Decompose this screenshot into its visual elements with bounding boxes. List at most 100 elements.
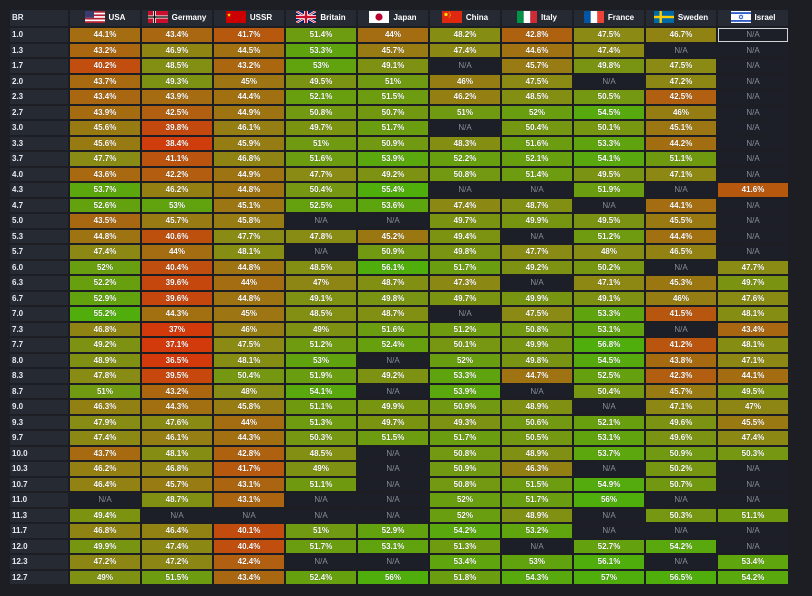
win-rate-cell-italy: N/A (502, 539, 572, 554)
win-rate-cell-china: N/A (430, 183, 500, 197)
br-cell: 4.7 (10, 198, 68, 213)
win-rate-cell-usa: 49% (70, 570, 140, 585)
win-rate-cell-usa: 45.6% (70, 136, 140, 151)
table-row: 12.0 49.9% 47.4% 40.4% 51.7% 53.1% 51.3% N/A 52.… (10, 539, 788, 554)
table-row: 1.0 44.1% 43.4% 41.7% 51.4% 44% 48.2% 42.8% 47.5… (10, 28, 788, 42)
win-rate-cell-france: 51.2% (574, 229, 644, 244)
win-rate-cell-china: 52% (430, 493, 500, 507)
nation-header-usa[interactable]: USA (70, 10, 140, 27)
win-rate-cell-japan: 52.4% (358, 338, 428, 352)
win-rate-cell-israel: 44.1% (718, 369, 788, 383)
win-rate-cell-france: 53.3% (574, 307, 644, 321)
win-rate-cell-israel: N/A (718, 43, 788, 58)
win-rate-cell-israel: 41.6% (718, 183, 788, 197)
win-rate-cell-china: 47.4% (430, 198, 500, 213)
win-rate-cell-germany: 37.1% (142, 338, 212, 352)
win-rate-cell-israel: N/A (718, 198, 788, 213)
japan-flag-icon (369, 11, 390, 23)
win-rate-cell-china: 49.4% (430, 229, 500, 244)
win-rate-cell-britain: 49% (286, 462, 356, 476)
nation-header-japan[interactable]: Japan (358, 10, 428, 27)
win-rate-cell-britain: 51.7% (286, 539, 356, 554)
win-rate-cell-israel: 47.4% (718, 431, 788, 445)
br-cell: 12.7 (10, 570, 68, 585)
nation-header-ussr[interactable]: USSR (214, 10, 284, 27)
win-rate-cell-china: 53.9% (430, 384, 500, 399)
nation-header-italy[interactable]: Italy (502, 10, 572, 27)
win-rate-cell-china: 50.8% (430, 167, 500, 182)
br-cell: 7.3 (10, 322, 68, 337)
win-rate-cell-sweden: 50.2% (646, 462, 716, 476)
win-rate-cell-britain: 51.1% (286, 477, 356, 492)
win-rate-cell-sweden: 46.7% (646, 28, 716, 42)
table-row: 4.7 52.6% 53% 45.1% 52.5% 53.6% 47.4% 48.7% N/A 4… (10, 198, 788, 213)
win-rate-cell-japan: 53.1% (358, 539, 428, 554)
win-rate-cell-israel: 43.4% (718, 322, 788, 337)
win-rate-cell-japan: 50.9% (358, 136, 428, 151)
table-row: 2.3 43.4% 43.9% 44.4% 52.1% 51.5% 46.2% 48.5% 50… (10, 90, 788, 104)
win-rate-cell-usa: 47.7% (70, 152, 140, 166)
win-rate-cell-china: 50.1% (430, 338, 500, 352)
win-rate-cell-japan: 49.2% (358, 167, 428, 182)
win-rate-cell-britain: 47.7% (286, 167, 356, 182)
nation-header-germany[interactable]: Germany (142, 10, 212, 27)
win-rate-cell-ussr: 45.1% (214, 198, 284, 213)
win-rate-cell-sweden: 43.8% (646, 353, 716, 368)
win-rate-cell-china: 47.3% (430, 276, 500, 290)
win-rate-cell-germany: 46.1% (142, 431, 212, 445)
win-rate-cell-britain: 50.4% (286, 183, 356, 197)
win-rate-cell-france: 56.1% (574, 555, 644, 569)
win-rate-cell-britain: 47% (286, 276, 356, 290)
win-rate-cell-japan: 48.7% (358, 276, 428, 290)
win-rate-cell-italy: 49.9% (502, 214, 572, 228)
win-rate-cell-italy: 48.9% (502, 446, 572, 461)
win-rate-cell-ussr: 44.9% (214, 167, 284, 182)
win-rate-cell-ussr: 46% (214, 322, 284, 337)
usa-flag-icon (84, 11, 105, 23)
win-rate-cell-israel: 53.4% (718, 555, 788, 569)
win-rate-cell-japan: N/A (358, 555, 428, 569)
win-rate-cell-usa: 43.4% (70, 90, 140, 104)
win-rate-cell-israel: N/A (718, 229, 788, 244)
win-rate-cell-britain: 49.1% (286, 291, 356, 306)
win-rate-cell-japan: 51% (358, 74, 428, 89)
br-cell: 4.0 (10, 167, 68, 182)
win-rate-cell-germany: 44.3% (142, 307, 212, 321)
win-rate-cell-germany: 36.5% (142, 353, 212, 368)
win-rate-cell-usa: 46.8% (70, 322, 140, 337)
win-rate-cell-sweden: N/A (646, 322, 716, 337)
table-row: 11.7 46.8% 46.4% 40.1% 51% 52.9% 54.2% 53.2% N/A… (10, 524, 788, 538)
win-rate-cell-sweden: N/A (646, 493, 716, 507)
win-rate-cell-usa: 52% (70, 260, 140, 275)
nation-header-france[interactable]: France (574, 10, 644, 27)
win-rate-cell-ussr: 43.1% (214, 477, 284, 492)
win-rate-cell-france: N/A (574, 74, 644, 89)
win-rate-cell-israel: N/A (718, 539, 788, 554)
table-body: 1.0 44.1% 43.4% 41.7% 51.4% 44% 48.2% 42.8% 47.5… (10, 28, 788, 585)
nation-header-israel[interactable]: Israel (718, 10, 788, 27)
br-cell: 4.3 (10, 183, 68, 197)
br-column-header[interactable]: BR (10, 10, 68, 27)
win-rate-cell-china: 49.3% (430, 415, 500, 430)
win-rate-cell-britain: 50.8% (286, 105, 356, 120)
table-row: 10.0 43.7% 48.1% 42.8% 48.5% N/A 50.8% 48.9% 53.… (10, 446, 788, 461)
win-rate-cell-sweden: 49.6% (646, 415, 716, 430)
win-rate-cell-germany: 48.1% (142, 446, 212, 461)
germany-flag-icon (147, 11, 168, 23)
win-rate-cell-japan: 51.7% (358, 121, 428, 135)
nation-header-sweden[interactable]: Sweden (646, 10, 716, 27)
nation-header-britain[interactable]: Britain (286, 10, 356, 27)
win-rate-cell-france: 54.1% (574, 152, 644, 166)
win-rate-cell-italy: N/A (502, 384, 572, 399)
win-rate-cell-sweden: 47.1% (646, 400, 716, 414)
win-rate-cell-britain: 49% (286, 322, 356, 337)
win-rate-cell-germany: 46.8% (142, 462, 212, 476)
win-rate-cell-ussr: 41.7% (214, 28, 284, 42)
win-rate-cell-germany: 40.6% (142, 229, 212, 244)
win-rate-cell-usa: 40.2% (70, 59, 140, 73)
nation-header-china[interactable]: China (430, 10, 500, 27)
br-cell: 8.0 (10, 353, 68, 368)
win-rate-cell-ussr: 44.4% (214, 90, 284, 104)
win-rate-cell-italy: 48.5% (502, 90, 572, 104)
win-rate-table: BR USA Germany USSR Britain Japan China Italy F… (8, 8, 790, 586)
